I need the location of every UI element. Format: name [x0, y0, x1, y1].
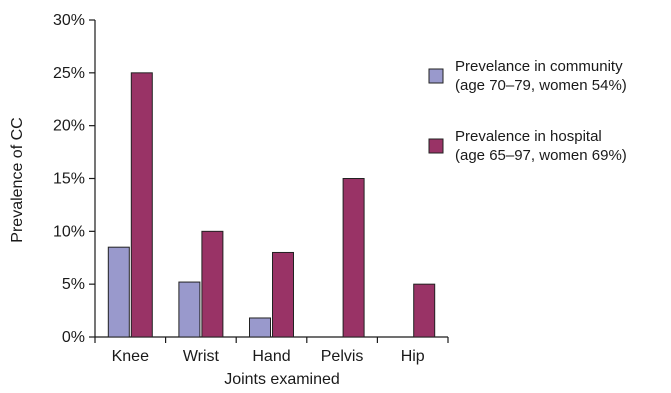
y-tick-label: 5%: [62, 276, 85, 293]
y-axis-title: Prevalence of CC: [9, 117, 26, 242]
bars: [107, 72, 436, 338]
bar-series-2-hand: [272, 251, 294, 338]
x-tick-label: Pelvis: [321, 348, 364, 365]
legend-label-1: (age 70–79, women 54%): [455, 77, 627, 94]
y-tick-label: 25%: [53, 65, 85, 82]
y-tick-label: 20%: [53, 118, 85, 135]
bar-series-2-knee: [130, 72, 153, 338]
y-tick-label: 0%: [62, 329, 85, 346]
legend-swatch-2: [428, 138, 444, 154]
x-tick-label: Knee: [112, 348, 149, 365]
y-tick-label: 10%: [53, 223, 85, 240]
bar-series-2-wrist: [201, 230, 224, 338]
y-tick-label: 15%: [53, 171, 85, 188]
legend-label-2: (age 65–97, women 69%): [455, 147, 627, 164]
x-tick-label: Wrist: [183, 348, 220, 365]
legend-label-2: Prevalence in hospital: [455, 128, 602, 145]
x-axis: Knee Wrist Hand Pelvis Hip: [94, 336, 449, 365]
bar-series-1-hand: [249, 317, 271, 338]
x-tick-label: Hip: [401, 348, 425, 365]
y-tick-label: 30%: [53, 12, 85, 29]
bar-series-1-wrist: [178, 281, 201, 338]
bar-series-2-hip: [413, 283, 436, 338]
x-axis-title: Joints examined: [224, 371, 340, 388]
x-tick-label: Hand: [252, 348, 290, 365]
legend-swatch-1: [428, 68, 444, 84]
bar-series-1-knee: [107, 246, 130, 338]
bar-series-2-pelvis: [342, 178, 365, 338]
legend: Prevelance in community (age 70–79, women…: [428, 58, 627, 164]
y-axis: 0% 5% 10% 15% 20% 25% 30%: [53, 12, 96, 346]
legend-label-1: Prevelance in community: [455, 58, 623, 75]
